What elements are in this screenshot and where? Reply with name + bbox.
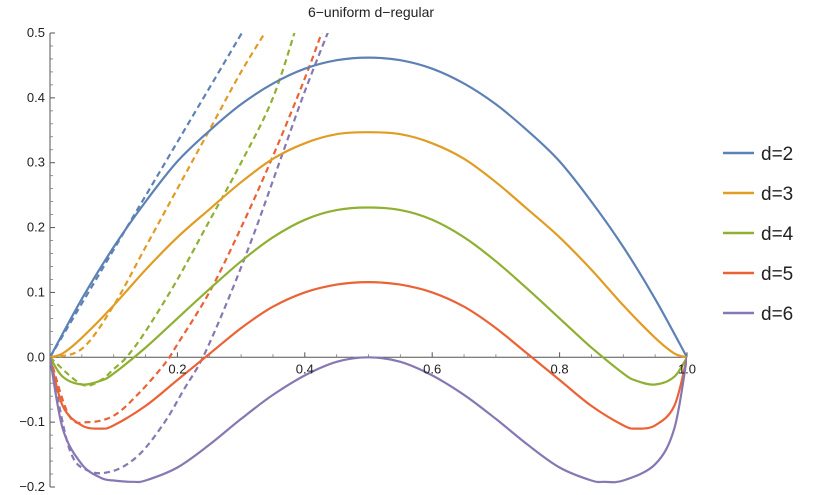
axes <box>49 32 688 488</box>
dashed-lines <box>50 33 329 475</box>
y-tick-label: −0.2 <box>19 479 45 494</box>
solid-lines <box>50 56 687 484</box>
legend-label-d5: d=5 <box>761 264 793 285</box>
y-tick-label: 0.2 <box>27 220 45 235</box>
series-d5-solid <box>50 280 687 430</box>
x-tick-label: 0.8 <box>551 361 569 376</box>
series-d4-dashed <box>50 33 296 387</box>
legend: d=2 d=3 d=4 d=5 d=6 <box>723 144 794 325</box>
tick-labels: −0.2 −0.1 0.0 0.1 0.2 0.3 0.4 0.5 0.2 0.4 0.6 0.8 1.… <box>19 25 696 494</box>
y-tick-label: 0.1 <box>27 284 45 299</box>
legend-label-d4: d=4 <box>761 224 794 245</box>
legend-label-d2: d=2 <box>761 144 793 165</box>
y-tick-label: −0.1 <box>19 414 45 429</box>
x-tick-label: 0.4 <box>296 361 314 376</box>
series-d4-solid <box>50 206 687 386</box>
legend-label-d3: d=3 <box>761 184 793 205</box>
y-tick-label: 0.0 <box>27 349 45 364</box>
x-tick-label: 0.2 <box>168 361 186 376</box>
chart-title: 6−uniform d−regular <box>308 4 434 20</box>
y-tick-label: 0.4 <box>27 90 45 105</box>
series-d2-dashed <box>50 33 244 358</box>
x-tick-label: 1.0 <box>678 361 696 376</box>
x-tick-label: 0.6 <box>423 361 441 376</box>
series-d6-solid <box>50 356 687 484</box>
series-d3-solid <box>50 131 687 359</box>
legend-label-d6: d=6 <box>761 304 793 325</box>
series-d2-solid <box>50 56 687 358</box>
y-tick-label: 0.3 <box>27 155 45 170</box>
series-d6-dashed <box>50 33 329 475</box>
y-tick-label: 0.5 <box>27 25 45 40</box>
series-d3-dashed <box>50 33 267 359</box>
series-d5-dashed <box>50 33 323 425</box>
